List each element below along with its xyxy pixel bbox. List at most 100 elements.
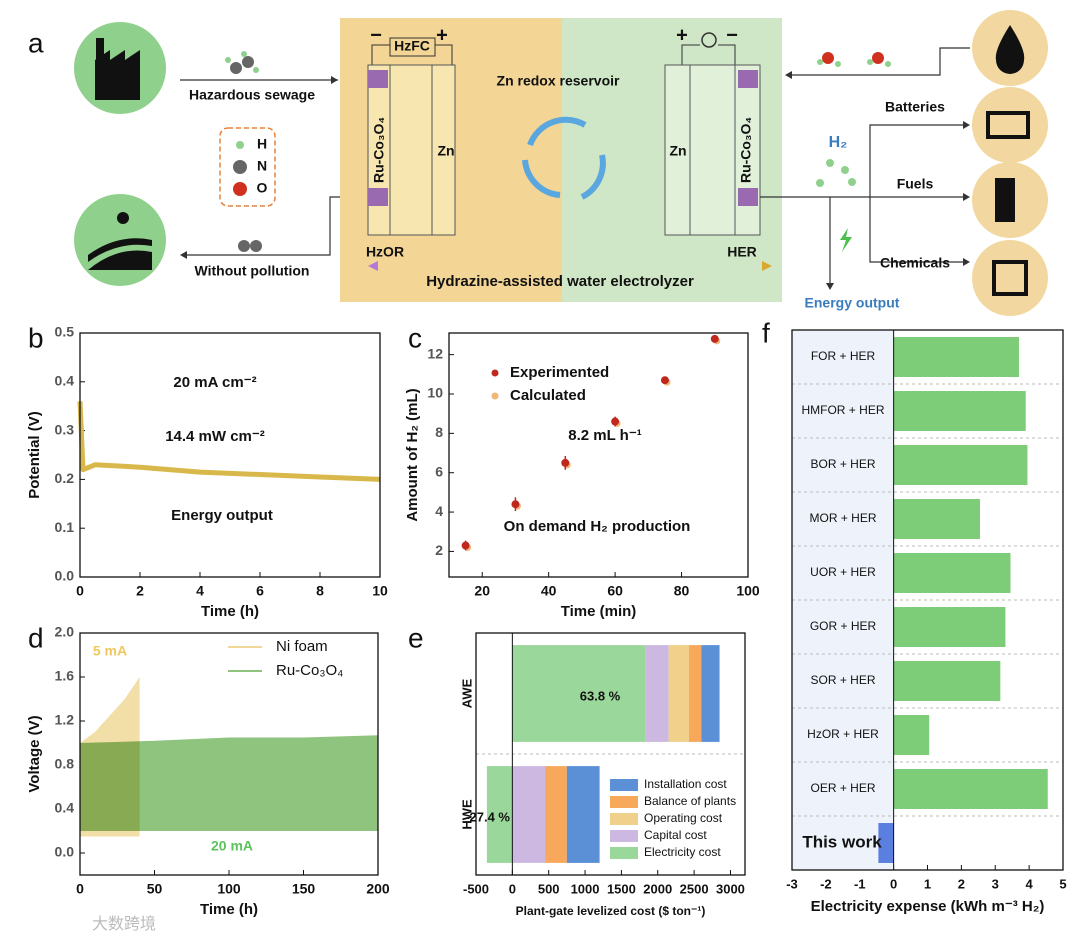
anode-cell xyxy=(367,64,456,236)
x-tick-label: 0 xyxy=(76,583,84,599)
annotation: 20 mA xyxy=(211,838,253,854)
plot-frame xyxy=(448,332,749,578)
y-tick-label: 0.0 xyxy=(55,568,75,584)
category-label: UOR + HER xyxy=(810,565,876,579)
category-label: MOR + HER xyxy=(809,511,876,525)
arrowhead xyxy=(762,261,772,271)
x-tick-label: -500 xyxy=(463,881,489,896)
annotation: Energy output xyxy=(171,507,273,524)
bar xyxy=(893,445,1028,485)
legend-swatch xyxy=(610,779,638,791)
atom-h xyxy=(236,141,244,149)
bar-segment xyxy=(512,645,646,742)
x-tick-label: 0 xyxy=(76,881,84,897)
beaker xyxy=(992,260,1028,296)
atom-n xyxy=(233,160,247,174)
x-tick-label: 5 xyxy=(1059,876,1066,891)
bar xyxy=(893,337,1019,377)
electrode-label: Ru-Co₃O₄ xyxy=(371,117,387,183)
bar xyxy=(878,823,894,863)
wire xyxy=(371,44,453,65)
bar xyxy=(893,661,1001,701)
chemical-icon xyxy=(972,240,1048,316)
x-tick-label: 200 xyxy=(366,881,390,897)
x-axis-label: Electricity expense (kWh m⁻³ H₂) xyxy=(811,898,1045,915)
arrowhead xyxy=(180,251,187,259)
panel-label: a xyxy=(28,27,44,58)
band xyxy=(80,735,378,831)
cathode-label: HER xyxy=(727,244,757,260)
panel-label: b xyxy=(28,322,44,353)
category-label: SOR + HER xyxy=(810,673,875,687)
panel-label: c xyxy=(408,322,422,353)
sign: − xyxy=(726,24,738,46)
cathode-cell xyxy=(664,64,761,236)
panel-label: f xyxy=(762,317,770,348)
legend-label: Electricity cost xyxy=(644,845,721,859)
x-tick-label: 100 xyxy=(217,881,241,897)
x-tick-label: 1000 xyxy=(571,881,600,896)
x-tick-label: 1500 xyxy=(607,881,636,896)
annotation: -27.4 % xyxy=(465,809,510,824)
sign: + xyxy=(436,24,448,46)
x-tick-label: -3 xyxy=(786,876,798,891)
y-tick-label: 4 xyxy=(435,503,443,519)
battery-icon xyxy=(972,87,1048,163)
y-axis-label: Potential (V) xyxy=(26,411,43,499)
x-tick-label: 60 xyxy=(607,583,623,599)
bar xyxy=(893,715,930,755)
field-icon xyxy=(74,194,166,286)
anode-label: HzOR xyxy=(366,244,404,260)
x-tick-label: 2 xyxy=(136,583,144,599)
bar-segment xyxy=(545,766,567,863)
y-tick-label: 10 xyxy=(427,385,443,401)
y-tick-label: 2 xyxy=(435,542,443,558)
atom-label: H xyxy=(257,136,267,152)
category-label: FOR + HER xyxy=(811,349,876,363)
wire xyxy=(681,44,736,65)
fuel-cell-label: HzFC xyxy=(394,38,430,54)
legend-label: Experimented xyxy=(510,364,609,381)
y-tick-label: 0.4 xyxy=(55,373,75,389)
y-tick-label: 0.8 xyxy=(55,756,75,772)
bolt xyxy=(840,228,852,252)
annotation: 20 mA cm⁻² xyxy=(173,374,256,391)
band xyxy=(80,677,140,837)
bar-segment xyxy=(566,766,600,863)
bar-segment xyxy=(668,645,690,742)
y-tick-label: 2.0 xyxy=(55,624,75,640)
point xyxy=(611,417,620,426)
drop xyxy=(995,25,1025,74)
fuel-cell xyxy=(389,37,436,57)
x-tick-label: 6 xyxy=(256,583,264,599)
legend-swatch xyxy=(610,796,638,808)
system-label: Hydrazine-assisted water electrolyzer xyxy=(426,273,694,290)
use-label: Batteries xyxy=(885,99,945,115)
y-tick-label: 12 xyxy=(427,345,443,361)
x-tick-label: 500 xyxy=(538,881,560,896)
x-tick-label: 2 xyxy=(958,876,965,891)
distribution-lines xyxy=(760,124,968,285)
annotation: 5 mA xyxy=(93,643,127,659)
catalyst xyxy=(738,70,758,88)
annotation: 63.8 % xyxy=(580,688,621,703)
x-tick-label: -1 xyxy=(854,876,866,891)
point xyxy=(461,541,470,550)
x-tick-label: 0 xyxy=(890,876,897,891)
y-axis-label: Amount of H₂ (mL) xyxy=(404,388,421,521)
arrow xyxy=(787,47,970,76)
x-tick-label: 80 xyxy=(674,583,690,599)
x-tick-label: 2500 xyxy=(680,881,709,896)
sign: + xyxy=(676,24,688,46)
watermark: 大数跨境 xyxy=(92,914,156,933)
catalyst xyxy=(368,70,388,88)
legend-label: Installation cost xyxy=(644,777,727,791)
x-tick-label: 40 xyxy=(541,583,557,599)
category-label: BOR + HER xyxy=(810,457,875,471)
y-tick-label: 8 xyxy=(435,424,443,440)
legend-swatch xyxy=(610,830,638,842)
category-label: This work xyxy=(802,832,882,851)
x-tick-label: 150 xyxy=(292,881,316,897)
bar-segment xyxy=(645,645,669,742)
